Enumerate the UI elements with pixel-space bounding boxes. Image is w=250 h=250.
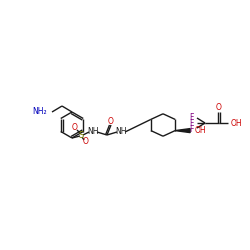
Text: F: F <box>190 124 194 134</box>
Text: OH: OH <box>195 126 207 135</box>
Text: S: S <box>78 130 84 140</box>
Text: F: F <box>190 118 194 128</box>
Polygon shape <box>175 128 190 132</box>
Text: F: F <box>190 112 194 122</box>
Text: O: O <box>83 138 89 146</box>
Text: NH: NH <box>87 128 99 136</box>
Text: O: O <box>108 116 114 126</box>
Text: NH: NH <box>115 128 127 136</box>
Text: NH₂: NH₂ <box>32 106 47 116</box>
Text: O: O <box>216 104 222 112</box>
Text: OH: OH <box>231 118 242 128</box>
Text: O: O <box>72 124 78 132</box>
